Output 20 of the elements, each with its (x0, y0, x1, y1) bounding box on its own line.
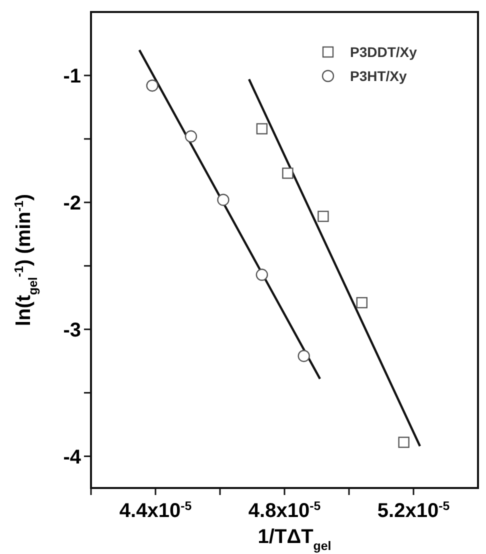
x-tick-label: 5.2x10$^{-5}$ (377, 499, 450, 522)
y-tick-label: -4 (63, 446, 82, 468)
point (217, 194, 230, 206)
point (318, 210, 329, 222)
point (298, 350, 310, 362)
y-tick-label: -2 (63, 192, 81, 214)
point (184, 130, 198, 142)
point (256, 268, 268, 281)
x-tick-label: 4.8x10$^{-5}$ (248, 499, 321, 522)
point (282, 168, 294, 179)
x-axis-title: 1/TΔT$_{gel}$ (258, 526, 332, 553)
y-tick-label: -3 (63, 319, 81, 342)
point (356, 297, 368, 308)
x-tick-label: 4.4x10$^{-5}$ (119, 499, 192, 522)
y-tick-label: -1 (63, 65, 81, 88)
point (398, 436, 410, 448)
point (256, 123, 268, 134)
legend-label: P3DDT/Xy (350, 44, 418, 60)
legend-label: P3HT/Xy (350, 68, 408, 84)
point (146, 80, 158, 92)
